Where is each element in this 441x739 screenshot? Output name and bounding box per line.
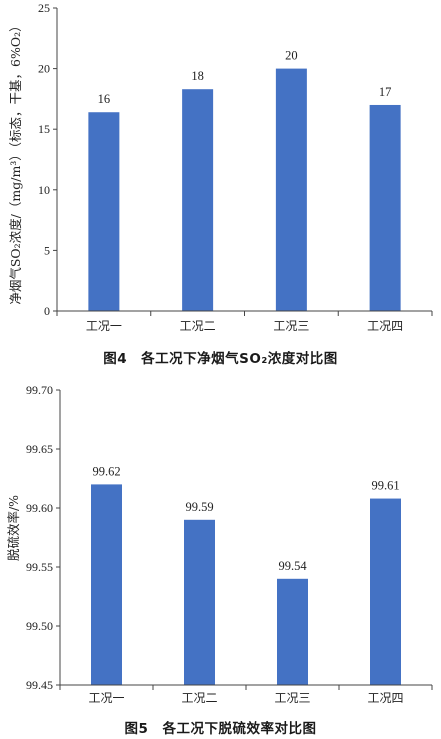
data-label-2: 99.59 <box>185 500 213 514</box>
y-tick-label-3: 99.55 <box>26 560 53 574</box>
y-tick-label-4: 99.60 <box>26 501 53 515</box>
y-tick-label-5: 99.65 <box>26 442 53 456</box>
data-label-3: 99.54 <box>278 559 307 573</box>
x-category-label-3: 工况三 <box>273 319 309 333</box>
bar-3 <box>275 68 307 311</box>
desulfurization-efficiency-chart: 99.62 99.59 99.54 99.61 99.45 99.50 99.55 99.60… <box>6 383 433 705</box>
x-category-label-4: 工况四 <box>367 319 403 333</box>
data-label-1: 16 <box>98 92 111 106</box>
data-label-4: 17 <box>379 85 392 99</box>
chart1-caption: 图4 各工况下净烟气SO₂浓度对比图 <box>103 351 338 367</box>
bar-4 <box>370 498 401 685</box>
x-category-label-2: 工况二 <box>180 319 216 333</box>
y-tick-label-1: 99.45 <box>26 678 53 692</box>
y-tick-label-1: 0 <box>44 304 50 318</box>
chart2-caption: 图5 各工况下脱硫效率对比图 <box>124 721 317 737</box>
x-category-label-1: 工况一 <box>88 691 124 705</box>
y-tick-label-2: 5 <box>44 243 50 257</box>
x-category-label-2: 工况二 <box>181 691 217 705</box>
x-category-label-1: 工况一 <box>86 319 122 333</box>
bar-2 <box>182 89 214 311</box>
so2-concentration-chart: 16 18 20 17 0 5 10 15 20 25 工况一 工况二 工况三 工况四 净烟气SO₂浓度/（… <box>8 1 433 333</box>
bar-1 <box>88 112 120 312</box>
y-tick-label-2: 99.50 <box>26 619 53 633</box>
x-category-label-4: 工况四 <box>367 691 403 705</box>
y-axis-title: 净烟气SO₂浓度/（mg/m³）（标态，干基，6%O₂） <box>8 19 23 304</box>
y-tick-label-6: 25 <box>38 1 50 15</box>
bar-4 <box>369 104 401 312</box>
bar-2 <box>184 519 215 685</box>
bar-3 <box>277 578 308 685</box>
x-category-label-3: 工况三 <box>274 691 310 705</box>
data-label-2: 18 <box>191 69 204 83</box>
data-label-4: 99.61 <box>371 479 399 493</box>
y-tick-label-6: 99.70 <box>26 383 53 397</box>
data-label-3: 20 <box>285 49 298 63</box>
y-tick-label-3: 10 <box>38 183 50 197</box>
y-tick-label-4: 15 <box>38 122 50 136</box>
y-tick-label-5: 20 <box>38 62 50 76</box>
bar-1 <box>91 484 122 685</box>
data-label-1: 99.62 <box>92 464 120 478</box>
y-axis-title: 脱硫效率/% <box>6 495 21 561</box>
